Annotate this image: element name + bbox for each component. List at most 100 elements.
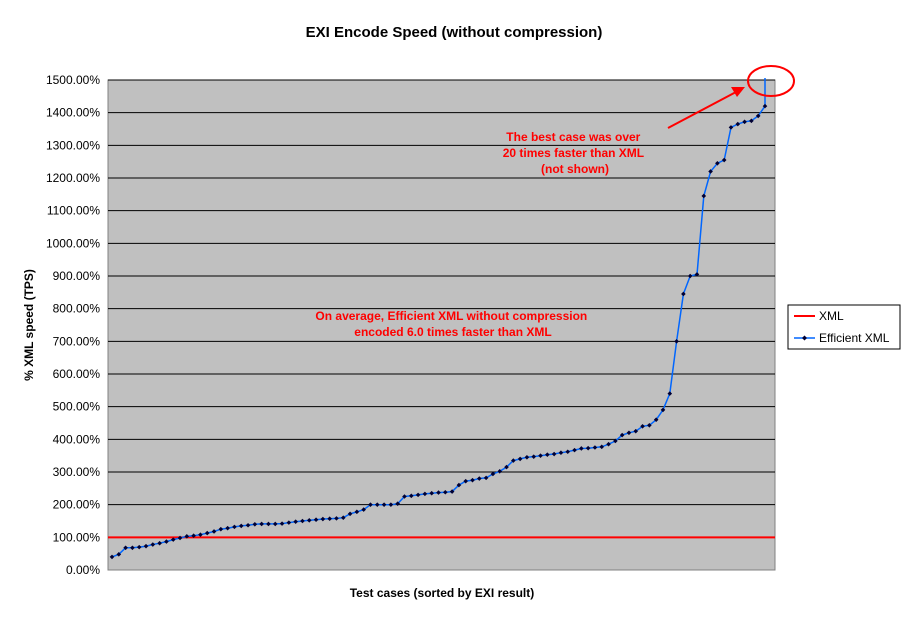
efficient-xml-point-79 bbox=[647, 422, 652, 428]
legend-box bbox=[787, 304, 901, 350]
efficient-xml-point-81 bbox=[660, 407, 666, 413]
legend-marker-efficient-xml bbox=[802, 335, 807, 341]
efficient-xml-point-42 bbox=[395, 501, 400, 506]
efficient-xml-point-94 bbox=[749, 118, 754, 124]
efficient-xml-point-75 bbox=[619, 432, 625, 438]
y-tick-label-12: 1200.00% bbox=[46, 171, 100, 185]
efficient-xml-point-29 bbox=[306, 518, 312, 523]
efficient-xml-point-36 bbox=[354, 509, 360, 515]
efficient-xml-point-64 bbox=[545, 452, 550, 457]
y-tick-label-3: 300.00% bbox=[53, 465, 101, 479]
efficient-xml-point-90 bbox=[721, 157, 727, 163]
efficient-xml-point-74 bbox=[613, 438, 618, 444]
y-tick-label-7: 700.00% bbox=[53, 334, 101, 348]
y-tick-label-2: 200.00% bbox=[53, 498, 101, 512]
efficient-xml-point-60 bbox=[517, 456, 523, 462]
efficient-xml-point-25 bbox=[279, 521, 285, 526]
efficient-xml-point-51 bbox=[456, 482, 462, 488]
efficient-xml-point-24 bbox=[272, 521, 278, 527]
efficient-xml-point-43 bbox=[402, 494, 407, 499]
efficient-xml-point-87 bbox=[701, 193, 707, 199]
efficient-xml-point-15 bbox=[211, 529, 217, 534]
efficient-xml-point-3 bbox=[130, 545, 135, 551]
efficient-xml-point-0 bbox=[109, 554, 115, 560]
efficient-xml-point-34 bbox=[340, 515, 346, 521]
efficient-xml-point-11 bbox=[184, 534, 190, 539]
y-tick-label-4: 400.00% bbox=[53, 432, 101, 446]
efficient-xml-point-61 bbox=[524, 455, 530, 460]
efficient-xml-point-76 bbox=[626, 430, 632, 436]
efficient-xml-point-5 bbox=[143, 543, 149, 549]
y-tick-label-11: 1100.00% bbox=[47, 204, 100, 218]
annotation-best-case-line-1: The best case was over bbox=[506, 130, 640, 144]
y-tick-label-1: 100.00% bbox=[53, 530, 101, 544]
efficient-xml-point-35 bbox=[347, 511, 353, 517]
efficient-xml-point-71 bbox=[592, 445, 598, 450]
efficient-xml-point-6 bbox=[150, 542, 156, 547]
efficient-xml-point-83 bbox=[674, 339, 679, 344]
x-axis-label: Test cases (sorted by EXI result) bbox=[350, 586, 535, 600]
efficient-xml-point-26 bbox=[286, 520, 292, 525]
annotation-best-case-line-2: 20 times faster than XML bbox=[503, 146, 644, 160]
annotations: The best case was over 20 times faster t… bbox=[315, 65, 795, 339]
efficient-xml-point-78 bbox=[640, 423, 645, 429]
efficient-xml-point-41 bbox=[388, 502, 394, 507]
y-tick-label-15: 1500.00% bbox=[46, 73, 100, 87]
legend-label-xml: XML bbox=[819, 309, 844, 323]
efficient-xml-point-14 bbox=[204, 530, 210, 536]
efficient-xml-point-44 bbox=[408, 493, 414, 499]
efficient-xml-point-93 bbox=[742, 119, 747, 125]
efficient-xml-point-22 bbox=[259, 521, 264, 527]
efficient-xml-point-40 bbox=[381, 502, 387, 507]
efficient-xml-point-9 bbox=[170, 537, 176, 542]
efficient-xml-point-4 bbox=[136, 544, 142, 550]
efficient-xml-point-19 bbox=[238, 523, 244, 529]
series-layer bbox=[108, 78, 775, 560]
efficient-xml-point-50 bbox=[449, 489, 455, 494]
annotation-average: On average, Efficient XML without compre… bbox=[315, 309, 590, 339]
efficient-xml-point-56 bbox=[490, 471, 496, 477]
efficient-xml-point-27 bbox=[293, 519, 298, 524]
annotation-best-case: The best case was over 20 times faster t… bbox=[503, 130, 648, 176]
efficient-xml-point-84 bbox=[681, 291, 686, 297]
efficient-xml-point-12 bbox=[191, 533, 196, 538]
y-tick-label-6: 600.00% bbox=[53, 367, 101, 381]
efficient-xml-point-46 bbox=[422, 491, 428, 497]
y-tick-label-5: 500.00% bbox=[53, 400, 101, 414]
y-tick-label-14: 1400.00% bbox=[46, 106, 100, 120]
efficient-xml-point-8 bbox=[164, 539, 169, 544]
efficient-xml-point-32 bbox=[327, 516, 332, 522]
efficient-xml-point-66 bbox=[558, 450, 564, 456]
efficient-xml-point-1 bbox=[116, 552, 122, 557]
y-tick-label-0: 0.00% bbox=[66, 563, 100, 577]
y-axis-tick-labels: 0.00% 100.00% 200.00% 300.00% 400.00% 500.00%… bbox=[46, 73, 100, 577]
annotation-average-line-1: On average, Efficient XML without compre… bbox=[315, 309, 587, 323]
efficient-xml-point-52 bbox=[463, 478, 469, 484]
y-tick-label-9: 900.00% bbox=[53, 269, 101, 283]
y-tick-label-13: 1300.00% bbox=[46, 138, 100, 152]
efficient-xml-point-72 bbox=[599, 444, 605, 450]
legend: XML Efficient XML bbox=[787, 304, 901, 350]
efficient-xml-point-95 bbox=[755, 113, 761, 119]
efficient-xml-point-39 bbox=[374, 502, 380, 507]
efficient-xml-point-69 bbox=[579, 446, 584, 451]
efficient-xml-point-33 bbox=[334, 516, 339, 521]
efficient-xml-point-2 bbox=[123, 545, 128, 551]
efficient-xml-point-59 bbox=[511, 458, 516, 463]
efficient-xml-point-7 bbox=[157, 540, 162, 546]
efficient-xml-point-85 bbox=[687, 273, 693, 279]
y-tick-label-8: 800.00% bbox=[53, 302, 101, 316]
efficient-xml-point-77 bbox=[633, 428, 639, 434]
efficient-xml-point-63 bbox=[538, 453, 543, 458]
efficient-xml-point-48 bbox=[436, 490, 441, 495]
efficient-xml-point-38 bbox=[368, 502, 373, 507]
efficient-xml-point-18 bbox=[232, 524, 237, 530]
efficient-xml-point-58 bbox=[504, 464, 509, 470]
efficient-xml-point-88 bbox=[708, 169, 713, 174]
annotation-arrow-head bbox=[731, 87, 745, 97]
efficient-xml-point-20 bbox=[245, 522, 251, 528]
annotation-best-case-line-3: (not shown) bbox=[541, 162, 609, 176]
efficient-xml-point-68 bbox=[572, 447, 577, 453]
efficient-xml-point-91 bbox=[728, 125, 734, 130]
